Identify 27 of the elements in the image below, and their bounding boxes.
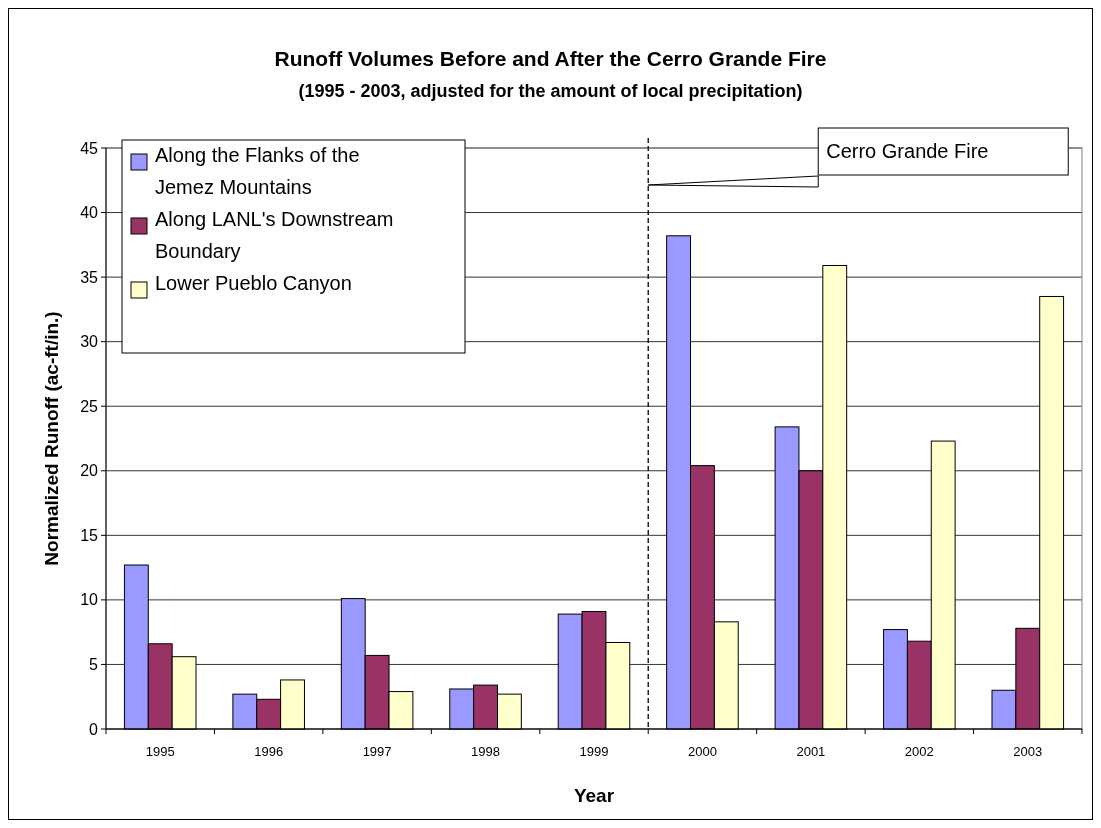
y-tick-label: 35 xyxy=(80,268,99,286)
chart-title: Runoff Volumes Before and After the Cerro Grande Fire xyxy=(274,47,827,70)
chart-subtitle: (1995 - 2003, adjusted for the amount of local precipitation) xyxy=(298,81,803,101)
legend-label: Along LANL's Downstream Boundary xyxy=(155,208,394,262)
y-tick-label: 40 xyxy=(80,204,99,222)
y-axis-title: Normalized Runoff (ac-ft/in.) xyxy=(41,311,62,566)
x-tick-label: 1999 xyxy=(579,744,609,759)
x-tick-label: 2000 xyxy=(687,744,717,759)
x-tick-label: 2002 xyxy=(904,744,934,759)
x-tick-label: 1995 xyxy=(145,744,175,759)
x-axis-title: Year xyxy=(573,785,615,806)
y-tick-label: 45 xyxy=(80,139,99,157)
legend-label: Lower Pueblo Canyon xyxy=(155,272,352,294)
y-tick-label: 25 xyxy=(80,397,99,415)
y-tick-label: 15 xyxy=(80,526,99,544)
x-tick-label: 1996 xyxy=(254,744,284,759)
y-tick-label: 30 xyxy=(80,333,99,351)
y-tick-label: 0 xyxy=(89,720,99,738)
x-tick-label: 1998 xyxy=(471,744,501,759)
y-tick-label: 5 xyxy=(89,656,99,674)
y-tick-label: 20 xyxy=(80,462,99,480)
x-tick-label: 1997 xyxy=(362,744,392,759)
y-tick-label: 10 xyxy=(80,591,99,609)
x-tick-label: 2001 xyxy=(796,744,826,759)
legend-label: Along the Flanks of the Jemez Mountains xyxy=(155,144,360,198)
x-tick-label: 2003 xyxy=(1013,744,1043,759)
ref-line-label: Cerro Grande Fire xyxy=(826,140,989,162)
